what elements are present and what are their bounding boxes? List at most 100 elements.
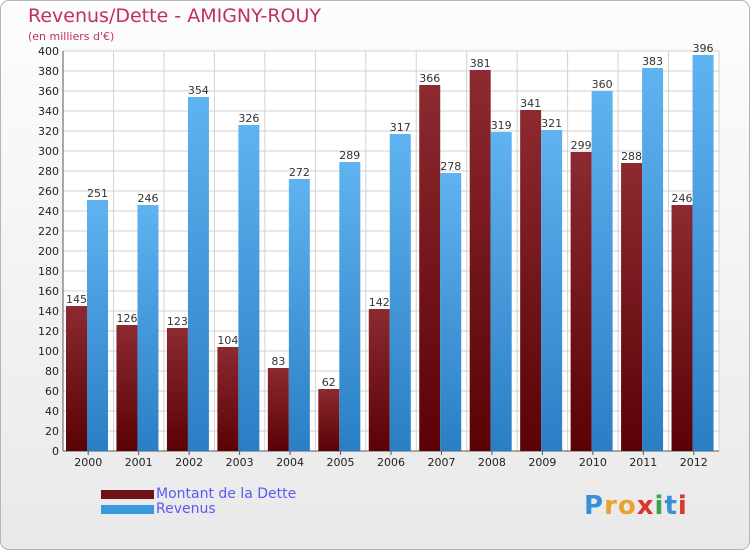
bar-revenue (137, 205, 159, 451)
data-label: 272 (289, 166, 310, 179)
bar-revenue (642, 68, 664, 451)
data-label: 326 (238, 112, 259, 125)
logo-letter: x (636, 491, 655, 521)
data-label: 104 (217, 334, 238, 347)
data-label: 366 (419, 72, 440, 85)
x-tick-label: 2004 (276, 456, 304, 469)
y-tick-label: 160 (38, 285, 59, 298)
proxiti-logo: Proxiti (584, 491, 688, 521)
bars (66, 55, 714, 451)
data-label: 142 (369, 296, 390, 309)
y-tick-label: 80 (45, 365, 59, 378)
bar-revenue (389, 134, 411, 451)
y-tick-label: 60 (45, 385, 59, 398)
bar-revenue (339, 162, 361, 451)
x-tick-label: 2000 (74, 456, 102, 469)
legend-swatch-revenue (101, 505, 154, 514)
y-tick-label: 240 (38, 205, 59, 218)
bar-revenue (692, 55, 714, 451)
x-tick-label: 2009 (528, 456, 556, 469)
value-labels: 145 251 126 246 123 354 104 326 83 272 62 289 142 317… (66, 42, 714, 389)
data-label: 319 (491, 119, 512, 132)
data-label: 288 (621, 150, 642, 163)
chart-subtitle: (en milliers d'€) (28, 30, 115, 43)
bar-revenue (288, 179, 310, 451)
y-tick-label: 220 (38, 225, 59, 238)
data-label: 360 (592, 78, 613, 91)
y-tick-label: 0 (52, 445, 59, 458)
x-tick-label: 2006 (377, 456, 405, 469)
y-tick-label: 340 (38, 105, 59, 118)
data-label: 145 (66, 293, 87, 306)
data-label: 321 (541, 117, 562, 130)
chart-title: Revenus/Dette - AMIGNY-ROUY (28, 5, 322, 27)
x-tick-label: 2010 (579, 456, 607, 469)
legend-label-debt: Montant de la Dette (156, 486, 297, 502)
x-tick-label: 2007 (427, 456, 455, 469)
bar-revenue (541, 130, 563, 451)
y-tick-label: 380 (38, 65, 59, 78)
bar-revenue (490, 132, 512, 451)
bar-debt (469, 70, 491, 451)
y-tick-label: 100 (38, 345, 59, 358)
y-tick-label: 180 (38, 265, 59, 278)
bar-debt (217, 347, 239, 451)
logo-letter: o (617, 491, 637, 521)
bar-debt (621, 163, 643, 451)
data-label: 62 (322, 376, 336, 389)
y-tick-label: 20 (45, 425, 59, 438)
x-tick-label: 2012 (680, 456, 708, 469)
bar-debt (66, 306, 87, 451)
y-tick-label: 320 (38, 125, 59, 138)
x-tick-label: 2002 (175, 456, 203, 469)
data-label: 381 (470, 57, 491, 70)
y-tick-label: 400 (38, 45, 59, 58)
legend-label-revenue: Revenus (156, 501, 216, 517)
data-label: 383 (642, 55, 663, 68)
data-label: 278 (440, 160, 461, 173)
y-tick-label: 140 (38, 305, 59, 318)
logo-letter: i (654, 491, 665, 521)
data-label: 246 (137, 192, 158, 205)
data-label: 246 (672, 192, 693, 205)
bar-debt (116, 325, 138, 451)
logo-letter: r (604, 491, 618, 521)
y-tick-label: 360 (38, 85, 59, 98)
y-tick-label: 40 (45, 405, 59, 418)
data-label: 317 (390, 121, 411, 134)
logo-letter: P (584, 491, 605, 521)
data-label: 126 (116, 312, 137, 325)
bar-revenue (238, 125, 260, 451)
y-tick-label: 260 (38, 185, 59, 198)
data-label: 123 (167, 315, 188, 328)
bar-revenue (187, 97, 209, 451)
bar-revenue (591, 91, 613, 451)
y-tick-label: 200 (38, 245, 59, 258)
data-label: 251 (87, 187, 108, 200)
y-tick-label: 280 (38, 165, 59, 178)
bar-debt (368, 309, 390, 451)
bar-debt (267, 368, 289, 451)
bar-revenue (440, 173, 462, 451)
bar-debt (520, 110, 542, 451)
data-label: 341 (520, 97, 541, 110)
x-tick-label: 2011 (629, 456, 657, 469)
y-tick-label: 120 (38, 325, 59, 338)
bar-debt (570, 152, 592, 451)
data-label: 83 (271, 355, 285, 368)
logo-letter: i (677, 491, 688, 521)
data-label: 354 (188, 84, 209, 97)
x-tick-label: 2008 (478, 456, 506, 469)
data-label: 299 (571, 139, 592, 152)
x-tick-label: 2001 (125, 456, 153, 469)
x-tick-label: 2005 (327, 456, 355, 469)
y-tick-label: 300 (38, 145, 59, 158)
bar-debt (318, 389, 340, 451)
bar-debt (419, 85, 441, 451)
logo-letter: t (664, 491, 678, 521)
data-label: 396 (693, 42, 714, 55)
bar-debt (671, 205, 693, 451)
x-tick-label: 2003 (226, 456, 254, 469)
